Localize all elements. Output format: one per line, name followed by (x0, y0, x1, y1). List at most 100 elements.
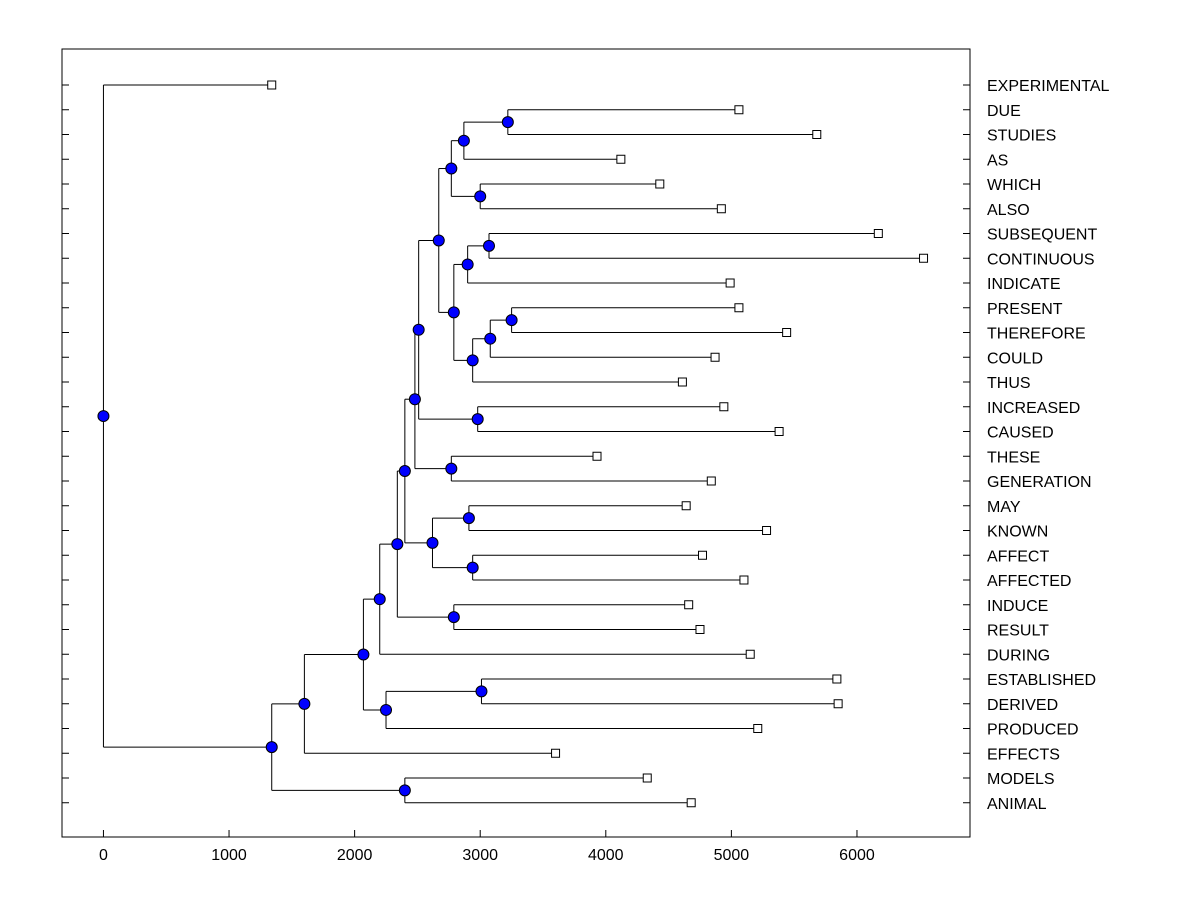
merge-node-n23 (475, 685, 488, 698)
leaf-label-during: DURING (987, 647, 1050, 664)
leaf-marker-therefore (782, 328, 792, 337)
leaf-marker-derived (833, 699, 843, 709)
x-tick-label-6000: 6000 (839, 847, 875, 864)
leaf-label-affected: AFFECTED (987, 573, 1071, 590)
leaf-marker-induce (684, 600, 694, 610)
leaf-label-known: KNOWN (987, 524, 1048, 541)
leaf-marker-indicate (725, 278, 735, 288)
leaf-label-effects: EFFECTS (987, 746, 1060, 763)
merge-node-n12 (471, 413, 484, 426)
merge-node-n25 (357, 648, 370, 661)
merge-node-n7 (505, 314, 518, 327)
x-tick-label-1000: 1000 (211, 847, 247, 864)
merge-node-n29 (97, 410, 110, 423)
leaf-marker-established (832, 674, 842, 684)
leaf-label-as: AS (987, 152, 1008, 169)
merge-node-n11 (432, 234, 445, 247)
leaf-label-could: COULD (987, 350, 1043, 367)
x-tick-label-5000: 5000 (714, 847, 750, 864)
leaf-marker-affected (739, 575, 749, 585)
leaf-marker-caused (774, 427, 784, 436)
merge-node-n13 (412, 323, 425, 336)
leaf-label-which: WHICH (987, 177, 1041, 194)
merge-node-n27 (398, 784, 411, 797)
leaf-label-subsequent: SUBSEQUENT (987, 227, 1097, 244)
leaf-label-caused: CAUSED (987, 425, 1054, 442)
leaf-label-models: MODELS (987, 771, 1055, 788)
merge-node-n28 (265, 741, 278, 754)
leaf-marker-increased (719, 402, 729, 412)
merge-node-n1 (501, 116, 514, 129)
leaf-label-indicate: INDICATE (987, 276, 1060, 293)
dendrogram-branches (102, 84, 924, 804)
x-tick-label-3000: 3000 (462, 847, 498, 864)
leaf-label-continuous: CONTINUOUS (987, 251, 1095, 268)
leaf-label-present: PRESENT (987, 301, 1063, 318)
x-tick-label-2000: 2000 (337, 847, 373, 864)
merge-node-n26 (298, 697, 311, 710)
leaf-marker-subsequent (873, 229, 883, 238)
merge-node-n14 (445, 462, 458, 475)
leaf-label-due: DUE (987, 103, 1021, 120)
leaf-marker-present (734, 303, 744, 313)
leaf-labels: EXPERIMENTAL DUE STUDIES AS WHICH ALSO SUBSEQU… (987, 78, 1110, 813)
leaf-label-studies: STUDIES (987, 128, 1056, 145)
merge-node-n10 (447, 306, 460, 319)
leaf-marker-may (681, 501, 691, 511)
leaf-marker-continuous (919, 253, 929, 263)
merge-node-n21 (391, 538, 404, 551)
leaf-label-derived: DERIVED (987, 697, 1058, 714)
leaf-marker-produced (753, 724, 763, 733)
leaf-marker-during (745, 649, 755, 659)
leaf-label-experimental: EXPERIMENTAL (987, 78, 1110, 95)
leaf-marker-which (655, 179, 665, 189)
leaf-label-established: ESTABLISHED (987, 672, 1096, 689)
merge-node-n24 (380, 703, 393, 716)
merge-node-n5 (482, 239, 495, 252)
leaf-marker-known (762, 526, 772, 535)
merge-node-n15 (408, 393, 421, 406)
leaf-label-generation: GENERATION (987, 474, 1092, 491)
leaf-marker-these (592, 451, 602, 461)
merge-node-n19 (398, 465, 411, 478)
x-tick-label-0: 0 (99, 847, 108, 864)
leaf-marker-models (642, 773, 652, 783)
merge-node-n3 (474, 190, 487, 203)
leaf-marker-experimental (267, 80, 277, 90)
leaf-marker-could (710, 352, 720, 362)
leaf-label-animal: ANIMAL (987, 796, 1047, 813)
leaf-marker-due (734, 105, 744, 115)
merge-node-n16 (462, 512, 475, 525)
leaf-label-also: ALSO (987, 202, 1030, 219)
leaf-marker-result (695, 625, 705, 634)
merge-node-n17 (466, 561, 479, 574)
leaf-label-increased: INCREASED (987, 400, 1080, 417)
leaf-marker-generation (706, 476, 716, 486)
merge-node-n8 (484, 332, 497, 345)
leaf-marker-also (716, 204, 726, 214)
leaf-marker-studies (812, 130, 822, 139)
leaf-label-result: RESULT (987, 623, 1049, 640)
leaf-marker-affect (697, 550, 707, 560)
leaf-label-induce: INDUCE (987, 598, 1048, 615)
x-axis: 0 1000 2000 3000 4000 5000 6000 (99, 830, 875, 864)
merge-node-n22 (373, 593, 386, 606)
merge-node-n9 (466, 354, 479, 367)
merge-node-n6 (461, 258, 474, 271)
x-tick-label-4000: 4000 (588, 847, 624, 864)
leaf-marker-thus (677, 377, 687, 387)
merge-node-markers (97, 116, 518, 797)
leaf-marker-as (616, 154, 626, 164)
leaf-label-therefore: THEREFORE (987, 326, 1086, 343)
leaf-markers (267, 80, 929, 808)
plot-frame (61, 48, 971, 838)
merge-node-n18 (426, 536, 439, 549)
leaf-marker-effects (551, 748, 561, 758)
leaf-label-these: THESE (987, 449, 1040, 466)
y-axis-ticks (62, 84, 970, 804)
leaf-label-produced: PRODUCED (987, 722, 1079, 739)
leaf-label-may: MAY (987, 499, 1021, 516)
leaf-label-thus: THUS (987, 375, 1031, 392)
leaf-label-affect: AFFECT (987, 548, 1049, 565)
